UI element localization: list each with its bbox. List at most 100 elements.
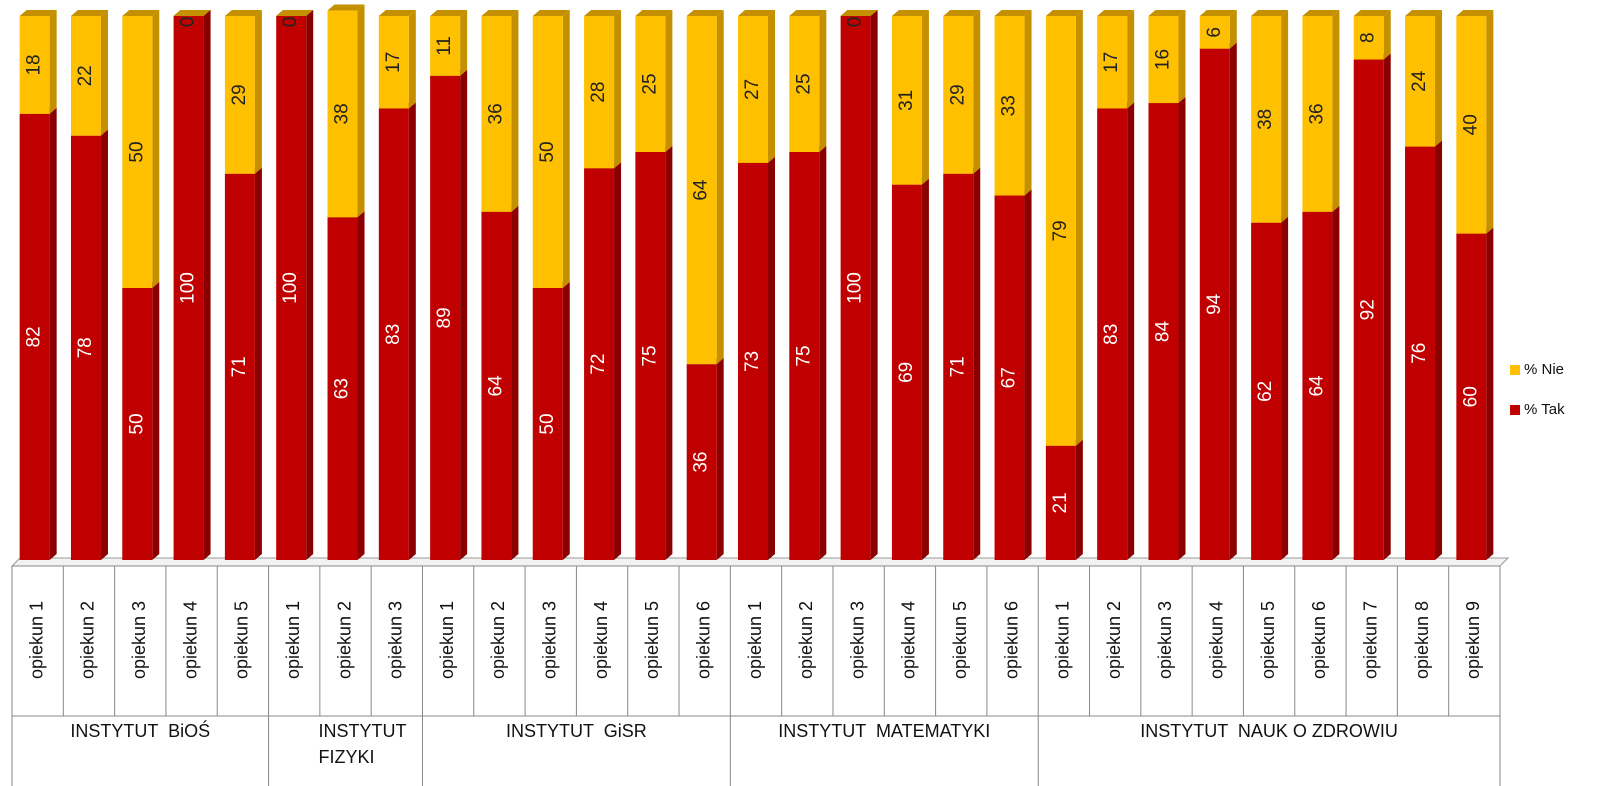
x-tick-label: opiekun 5 xyxy=(1258,601,1278,679)
bar xyxy=(378,16,409,109)
data-label: 40 xyxy=(1460,114,1481,135)
bar xyxy=(327,10,358,218)
bar-top xyxy=(789,10,827,16)
data-label: 33 xyxy=(999,95,1020,116)
bar-side xyxy=(1383,10,1391,60)
data-label: 73 xyxy=(742,351,763,372)
bar-top xyxy=(276,10,314,16)
bar xyxy=(584,168,615,560)
bar xyxy=(1302,211,1333,560)
bar-top xyxy=(635,10,673,16)
data-label: 84 xyxy=(1152,321,1173,343)
bar xyxy=(1353,59,1384,561)
data-label: 75 xyxy=(639,345,660,366)
bar-top xyxy=(1353,10,1391,16)
x-tick-label: opiekun 1 xyxy=(745,601,765,679)
data-label: 94 xyxy=(1204,293,1225,315)
bar-side xyxy=(819,146,827,560)
bar-side xyxy=(665,10,673,152)
data-label: 25 xyxy=(639,73,660,94)
bar-side xyxy=(1024,189,1032,560)
bar xyxy=(378,108,409,560)
group-label: INSTYTUT FIZYKI xyxy=(318,721,412,767)
data-label: 0 xyxy=(178,17,199,28)
data-label: 50 xyxy=(537,413,558,434)
data-label: 25 xyxy=(793,73,814,94)
bar-side xyxy=(614,10,622,169)
bar-top xyxy=(891,10,929,16)
bar-side xyxy=(1281,216,1289,560)
bar-side xyxy=(408,10,416,109)
bar-side xyxy=(357,211,365,560)
bar xyxy=(1251,16,1282,223)
bar xyxy=(70,135,101,560)
x-tick-label: opiekun 4 xyxy=(180,601,200,679)
data-label: 64 xyxy=(485,375,506,397)
bar-side xyxy=(1024,10,1032,196)
x-tick-label: opiekun 3 xyxy=(540,601,560,679)
x-tick-label: opiekun 6 xyxy=(1001,601,1021,679)
bar-side xyxy=(973,10,981,174)
group-label: INSTYTUT MATEMATYKI xyxy=(778,721,991,741)
bar-side xyxy=(511,10,519,212)
bar-side xyxy=(870,10,878,560)
bar-top xyxy=(994,10,1032,16)
bar xyxy=(635,152,666,560)
bar xyxy=(481,211,512,560)
bar-top xyxy=(738,10,775,16)
legend-label: % Tak xyxy=(1524,401,1565,418)
bar-top xyxy=(1405,10,1443,16)
bar-side xyxy=(1435,10,1443,147)
bar-side xyxy=(357,4,365,218)
bar xyxy=(1456,16,1487,234)
data-label: 69 xyxy=(896,362,917,383)
bar xyxy=(224,173,255,560)
data-label: 71 xyxy=(229,356,250,377)
bar-top xyxy=(173,10,211,16)
data-label: 64 xyxy=(1306,375,1327,397)
bar-side xyxy=(716,10,724,365)
bar-side xyxy=(460,10,468,76)
data-label: 6 xyxy=(1204,27,1225,38)
data-label: 50 xyxy=(126,141,147,162)
group-label: INSTYTUT GiSR xyxy=(506,721,647,741)
bar xyxy=(224,16,255,174)
bar-top xyxy=(584,10,622,16)
x-tick-label: opiekun 6 xyxy=(1309,601,1329,679)
bar-side xyxy=(614,162,622,560)
bar-top xyxy=(224,10,262,16)
x-tick-label: opiekun 4 xyxy=(591,601,611,679)
data-label: 100 xyxy=(178,272,199,304)
bar-side xyxy=(665,146,673,560)
bar-side xyxy=(1383,53,1391,561)
bar xyxy=(1097,16,1128,109)
bar xyxy=(943,173,974,560)
x-tick-label: opiekun 1 xyxy=(1053,601,1073,679)
data-label: 50 xyxy=(126,413,147,434)
bar-top xyxy=(532,10,570,16)
x-tick-label: opiekun 3 xyxy=(1155,601,1175,679)
bar xyxy=(891,16,922,185)
data-label: 64 xyxy=(691,179,712,201)
bar-side xyxy=(921,10,929,185)
bar-top xyxy=(1148,10,1186,16)
data-label: 36 xyxy=(485,103,506,124)
bar xyxy=(1302,16,1333,212)
bar xyxy=(19,113,50,561)
x-tick-label: opiekun 7 xyxy=(1360,601,1380,679)
data-label: 24 xyxy=(1409,70,1430,92)
bar-top xyxy=(19,10,57,16)
data-label: 82 xyxy=(24,326,45,347)
data-label: 27 xyxy=(742,79,763,100)
x-tick-label: opiekun 6 xyxy=(693,601,713,679)
bar-side xyxy=(203,10,211,560)
data-label: 38 xyxy=(332,103,353,124)
data-label: 28 xyxy=(588,82,609,103)
data-label: 67 xyxy=(999,367,1020,388)
bar-top xyxy=(122,10,160,16)
bar-side xyxy=(511,205,519,560)
bar-side xyxy=(768,156,775,560)
bar-top xyxy=(1456,10,1494,16)
legend-swatch xyxy=(1510,365,1520,375)
bar xyxy=(1199,48,1230,560)
